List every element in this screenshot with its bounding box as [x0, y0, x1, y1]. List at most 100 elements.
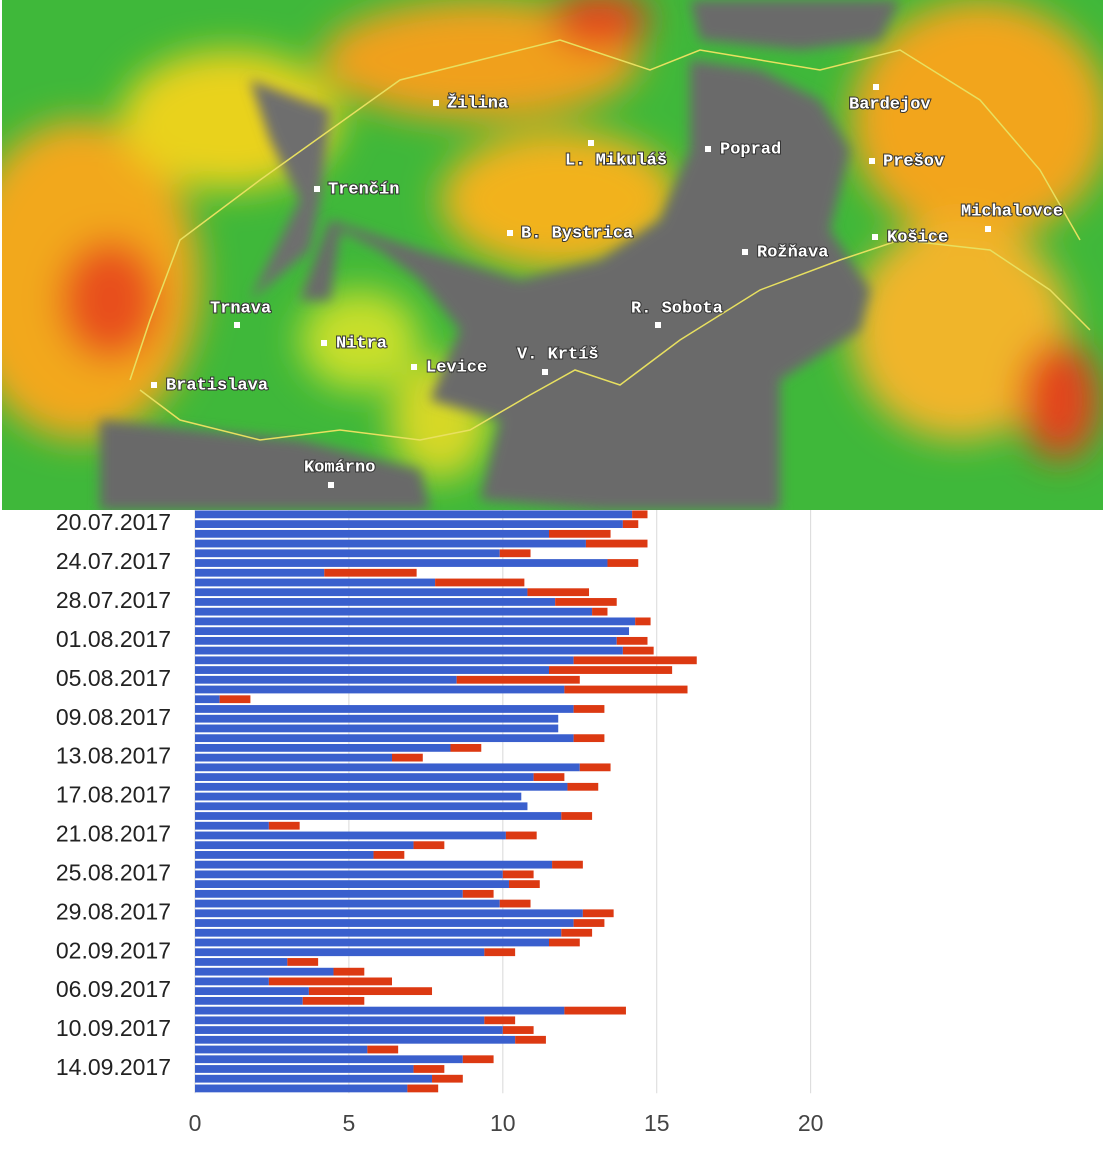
bar-segment: [555, 598, 617, 606]
bar-segment: [561, 928, 593, 937]
city-label: V. Krtíš: [517, 345, 599, 364]
y-tick-label: 25.08.2017: [56, 859, 171, 885]
city-label: Bardejov: [849, 95, 931, 114]
bar-segment: [333, 967, 365, 976]
bar-segment: [195, 958, 288, 966]
bar-segment: [373, 851, 405, 859]
bar-segment: [195, 753, 393, 762]
bar-segment: [308, 987, 433, 996]
bar-segment: [195, 734, 574, 743]
bar-segment: [195, 948, 485, 957]
x-tick-label: 5: [343, 1110, 356, 1136]
bar-segment: [195, 870, 503, 879]
bar-segment: [195, 782, 568, 791]
bar-segment: [499, 899, 531, 908]
bar-segment: [573, 919, 605, 927]
city-label: R. Sobota: [631, 299, 723, 318]
city-label: Komárno: [304, 458, 375, 477]
bar-segment: [268, 977, 393, 986]
bar-segment: [195, 967, 334, 976]
y-tick-label: 06.09.2017: [56, 976, 171, 1002]
bar-segment: [508, 880, 540, 889]
bar-segment: [195, 529, 549, 538]
x-tick-label: 0: [189, 1110, 202, 1136]
bar-segment: [195, 539, 586, 548]
bar-segment: [462, 1055, 494, 1064]
y-tick-label: 09.08.2017: [56, 704, 171, 730]
bar-segment: [573, 656, 697, 665]
bar-segment: [616, 636, 648, 645]
bar-segment: [564, 1006, 626, 1015]
bar-segment: [413, 1065, 445, 1073]
bar-segment: [195, 743, 451, 752]
bar-segment: [195, 1045, 368, 1054]
x-tick-label: 20: [798, 1110, 824, 1136]
bar-segment: [435, 578, 525, 587]
bar-segment: [567, 782, 599, 791]
bar-segment: [195, 792, 522, 801]
bar-segment: [195, 860, 553, 869]
bar-segment: [195, 724, 559, 733]
bar-segment: [195, 812, 562, 820]
city-dot: [655, 322, 661, 328]
bar-segment: [195, 889, 463, 898]
bar-segment: [622, 520, 639, 528]
y-tick-label: 17.08.2017: [56, 782, 171, 808]
city-dot: [869, 158, 875, 164]
bar-segment: [195, 909, 583, 918]
bar-segment: [195, 821, 269, 830]
bar-segment: [432, 1074, 463, 1083]
y-tick-label: 13.08.2017: [56, 743, 171, 769]
bar-segment: [456, 675, 580, 684]
bar-segment: [195, 987, 309, 996]
bar-segment: [195, 996, 303, 1005]
bar-segment: [195, 685, 565, 694]
bar-segment: [195, 1074, 433, 1083]
city-dot: [234, 322, 240, 328]
bar-segment: [195, 520, 623, 528]
bar-segment: [195, 607, 593, 616]
y-tick-label: 02.09.2017: [56, 937, 171, 963]
city-label: Žilina: [447, 93, 508, 113]
y-tick-label: 24.07.2017: [56, 548, 171, 574]
bar-segment: [195, 802, 528, 811]
bar-segment: [195, 831, 506, 840]
bar-segment: [195, 919, 574, 927]
bar-segment: [582, 909, 614, 918]
bar-segment: [579, 763, 611, 772]
city-label: Trnava: [210, 299, 271, 318]
bar-segment: [585, 539, 648, 548]
bar-segment: [195, 1065, 414, 1073]
bar-segment: [195, 763, 580, 772]
bar-segment: [195, 928, 562, 937]
bar-segment: [607, 559, 639, 567]
bar-segment: [484, 1016, 516, 1025]
city-dot: [321, 340, 327, 346]
bar-segment: [195, 598, 556, 606]
city-dot: [314, 186, 320, 192]
bar-segment: [195, 851, 374, 859]
city-dot: [873, 84, 879, 90]
border: [139, 239, 1091, 441]
bar-segment: [195, 841, 414, 850]
city-label: Poprad: [720, 140, 781, 159]
bar-segment: [195, 714, 559, 723]
bar-segment: [195, 695, 220, 704]
bar-segment: [195, 510, 633, 519]
city-dot: [507, 230, 513, 236]
bar-segment: [548, 666, 673, 674]
clear-area: [250, 80, 330, 300]
bar-segment: [592, 607, 608, 616]
bar-segment: [219, 695, 251, 704]
y-tick-label: 14.09.2017: [56, 1054, 171, 1080]
bar-segment: [195, 1026, 503, 1034]
bar-segment: [195, 977, 269, 986]
bar-segment: [552, 860, 583, 869]
city-dot: [705, 146, 711, 152]
city-dot: [433, 100, 439, 106]
city-dot: [542, 369, 548, 375]
y-tick-label: 01.08.2017: [56, 626, 171, 652]
x-tick-label: 10: [490, 1110, 516, 1136]
city-label: Rožňava: [757, 243, 828, 262]
y-tick-label: 28.07.2017: [56, 587, 171, 613]
